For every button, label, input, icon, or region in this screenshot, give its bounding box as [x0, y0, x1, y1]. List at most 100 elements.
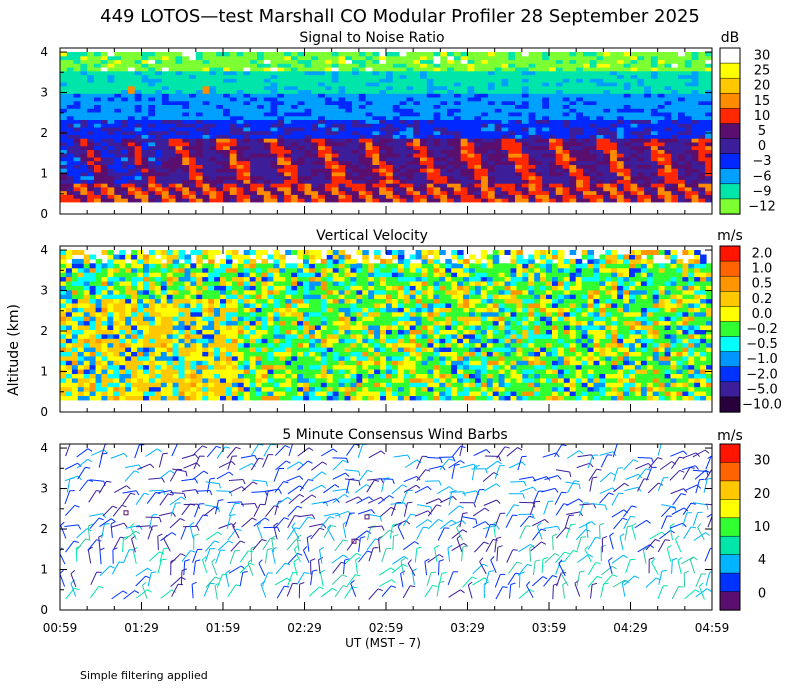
snr-cell — [542, 149, 550, 154]
snr-cell — [290, 67, 299, 72]
snr-cell — [134, 156, 143, 162]
snr-cell — [277, 164, 285, 169]
snr-cell — [481, 70, 489, 76]
snr-cell — [406, 78, 414, 83]
snr-cell — [515, 130, 523, 135]
snr-cell — [583, 156, 591, 162]
snr-cell — [148, 70, 156, 76]
snr-cell — [644, 194, 652, 199]
snr-cell — [324, 145, 333, 150]
vv-cell — [137, 258, 144, 264]
vv-cell — [95, 329, 103, 335]
snr-cell — [379, 194, 387, 199]
snr-cell — [494, 168, 503, 173]
snr-cell — [379, 138, 387, 143]
snr-cell — [542, 130, 550, 135]
snr-cell — [501, 145, 509, 150]
vv-cell — [178, 320, 185, 326]
vv-cell — [166, 325, 174, 330]
vv-cell — [137, 338, 144, 344]
snr-cell — [494, 52, 503, 57]
vv-cell — [95, 294, 103, 300]
snr-cell — [650, 141, 659, 147]
snr-cell — [596, 149, 604, 154]
snr-cell — [66, 127, 75, 132]
snr-cell — [501, 52, 509, 57]
snr-cell — [562, 52, 570, 57]
vv-cell — [160, 302, 168, 308]
vv-cell — [208, 333, 215, 339]
snr-cell — [399, 153, 407, 158]
snr-cell — [671, 67, 679, 72]
vv-cell — [237, 272, 245, 278]
snr-cell — [637, 183, 645, 188]
snr-cell — [270, 67, 278, 72]
snr-cell — [236, 194, 244, 199]
vv-cell — [148, 267, 156, 273]
snr-cell — [311, 119, 319, 124]
snr-cell — [161, 160, 170, 165]
vv-cell — [65, 329, 73, 335]
snr-cell — [474, 149, 482, 154]
vv-cell — [119, 347, 126, 352]
snr-cell — [474, 104, 482, 109]
snr-cell — [148, 164, 156, 169]
snr-cell — [236, 186, 244, 192]
snr-cell — [678, 115, 686, 120]
snr-cell — [73, 168, 81, 173]
snr-cell — [175, 112, 183, 117]
snr-cell — [576, 149, 584, 154]
snr-cell — [311, 198, 319, 203]
vv-cell — [160, 267, 168, 273]
snr-cell — [399, 168, 407, 173]
vv-cell — [119, 298, 126, 304]
snr-cell — [60, 119, 68, 124]
snr-cell — [195, 112, 204, 117]
vv-cell — [196, 329, 203, 335]
snr-cell — [603, 183, 611, 188]
snr-cell — [426, 108, 435, 113]
snr-cell — [508, 123, 516, 128]
snr-cell — [209, 190, 217, 195]
snr-cell — [352, 82, 360, 87]
snr-cell — [318, 85, 326, 91]
vv-cell — [196, 369, 203, 374]
snr-cell — [155, 89, 163, 94]
snr-cell — [331, 104, 340, 109]
snr-cell — [474, 198, 482, 203]
snr-cell — [121, 123, 129, 128]
snr-cell — [413, 190, 421, 195]
snr-cell — [297, 100, 306, 105]
vv-cell — [208, 302, 215, 308]
snr-cell — [528, 145, 536, 150]
snr-cell — [175, 89, 183, 94]
snr-cell — [141, 153, 149, 158]
snr-cell — [657, 179, 666, 184]
snr-cell — [236, 100, 244, 105]
snr-cell — [596, 198, 604, 203]
snr-cell — [223, 97, 231, 102]
snr-cell — [413, 70, 421, 76]
vv-cell — [77, 342, 85, 348]
snr-cell — [60, 63, 68, 68]
snr-cell — [501, 198, 509, 203]
snr-cell — [386, 183, 394, 188]
snr-cell — [474, 55, 482, 61]
snr-cell — [494, 63, 503, 68]
snr-cell — [487, 108, 496, 113]
vv-cell — [166, 316, 174, 322]
snr-cell — [589, 70, 598, 76]
snr-cell — [637, 160, 645, 165]
snr-cell — [141, 190, 149, 195]
snr-cell — [290, 183, 299, 188]
snr-cell — [501, 93, 509, 98]
snr-cell — [637, 127, 645, 132]
snr-cell — [603, 175, 611, 180]
snr-cell — [596, 119, 604, 124]
snr-cell — [691, 171, 699, 177]
snr-cell — [365, 93, 373, 98]
snr-cell — [678, 130, 686, 135]
snr-cell — [474, 82, 482, 87]
snr-cell — [549, 145, 557, 150]
